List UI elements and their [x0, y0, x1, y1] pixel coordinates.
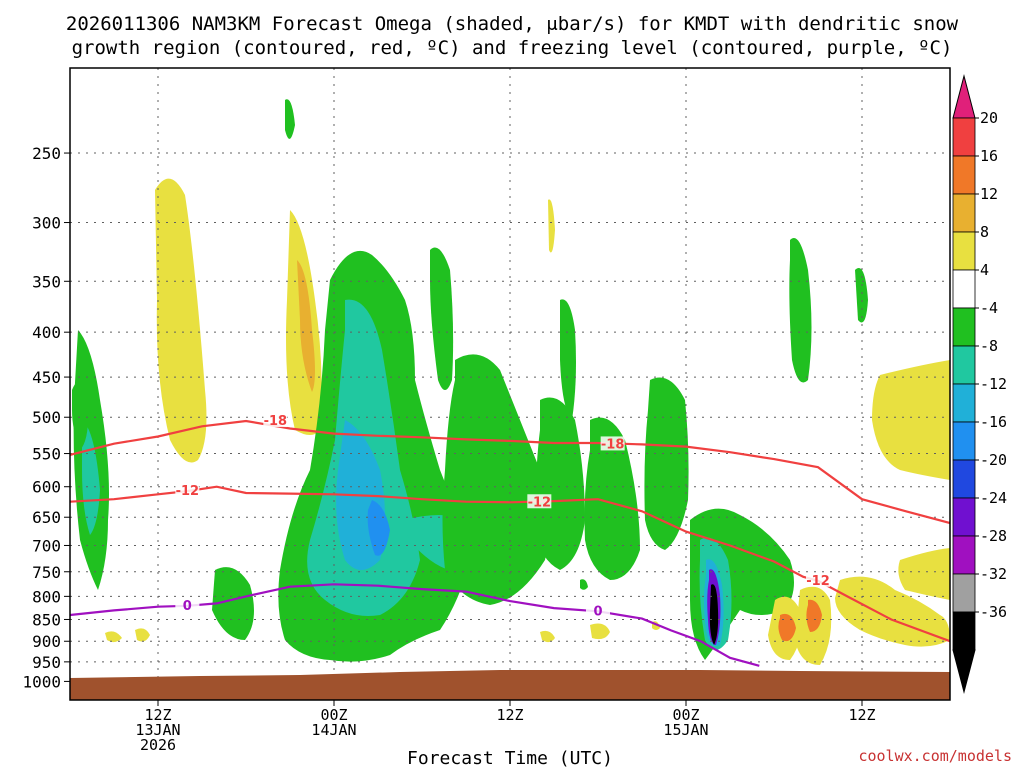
- x-tick-label: 12Z: [144, 706, 171, 724]
- contour-label: -12: [176, 484, 200, 499]
- y-tick-label: 500: [32, 408, 61, 427]
- credit-label: coolwx.com/models: [858, 747, 1012, 765]
- x-tick-label: 00Z: [672, 706, 699, 724]
- y-tick-label: 600: [32, 478, 61, 497]
- colorbar-label: 20: [980, 109, 998, 127]
- y-tick-label: 650: [32, 508, 61, 527]
- contour-label: -12: [528, 495, 552, 510]
- colorbar-label: 8: [980, 223, 989, 241]
- colorbar-label: -12: [980, 375, 1007, 393]
- y-tick-label: 400: [32, 323, 61, 342]
- colorbar-label: -4: [980, 299, 998, 317]
- contour-label: -18: [264, 414, 288, 429]
- colorbar-label: -36: [980, 603, 1007, 621]
- colorbar-label: 16: [980, 147, 998, 165]
- gridlines: [70, 68, 950, 700]
- x-tick-label: 14JAN: [311, 721, 356, 739]
- colorbar-swatch: [952, 421, 976, 461]
- colorbar: 20 16 12 8 4 -4 -8 -12 -16 -20 -24 -28 -32 -36: [952, 74, 1007, 694]
- y-tick-label: 350: [32, 272, 61, 291]
- colorbar-swatch: [952, 117, 976, 157]
- y-tick-label: 850: [32, 610, 61, 629]
- chart-title-line2: growth region (contoured, red, ºC) and f…: [72, 37, 953, 59]
- y-axis: 250 300 350 400 450 500 550 600 650 700 750 800 850 9…: [22, 144, 70, 691]
- colorbar-swatch: [952, 155, 976, 195]
- y-tick-label: 900: [32, 632, 61, 651]
- y-tick-label: 550: [32, 445, 61, 464]
- x-axis-label: Forecast Time (UTC): [407, 748, 613, 768]
- colorbar-swatch: [952, 307, 976, 347]
- contour-label-bg: [175, 597, 200, 612]
- contour-label-bg: [806, 572, 830, 587]
- terrain-ground: [70, 670, 950, 700]
- contour-label: 0: [183, 599, 192, 614]
- colorbar-swatch: [952, 231, 976, 271]
- colorbar-label: 12: [980, 185, 998, 203]
- x-tick-label: 00Z: [320, 706, 347, 724]
- y-tick-label: 800: [32, 587, 61, 606]
- y-tick-label: 1000: [22, 672, 61, 691]
- y-tick-label: 250: [32, 144, 61, 163]
- chart-title-line1: 2026011306 NAM3KM Forecast Omega (shaded…: [66, 13, 959, 35]
- contour-line: [70, 485, 950, 643]
- x-tick-label: 12Z: [496, 706, 523, 724]
- y-tick-label: 750: [32, 563, 61, 582]
- dendritic-growth-contours: -18 -18 -12 -12 -12: [70, 413, 950, 643]
- y-tick-label: 450: [32, 368, 61, 387]
- colorbar-swatch: [952, 383, 976, 423]
- y-tick-label: 300: [32, 214, 61, 233]
- x-tick-label: 15JAN: [663, 721, 708, 739]
- colorbar-swatch: [952, 269, 976, 309]
- colorbar-label: -24: [980, 489, 1007, 507]
- contour-label-bg: [263, 413, 288, 428]
- colorbar-label: -16: [980, 413, 1007, 431]
- x-tick-label: 13JAN: [135, 721, 180, 739]
- contour-line: [70, 419, 950, 525]
- colorbar-bottom-arrow: [952, 649, 976, 694]
- colorbar-swatch: [952, 345, 976, 385]
- colorbar-top-arrow: [952, 74, 976, 119]
- contour-label: 0: [593, 604, 602, 619]
- colorbar-swatch: [952, 497, 976, 537]
- colorbar-swatch: [952, 459, 976, 499]
- omega-shading: [72, 99, 950, 665]
- colorbar-label: -28: [980, 527, 1007, 545]
- colorbar-swatch: [952, 611, 976, 651]
- x-tick-label: 12Z: [848, 706, 875, 724]
- colorbar-label: -20: [980, 451, 1007, 469]
- x-tick-label: 2026: [140, 736, 176, 754]
- y-tick-label: 950: [32, 653, 61, 672]
- contour-label-bg: [586, 603, 610, 618]
- contour-label: -12: [806, 574, 830, 589]
- contour-label-bg: [175, 483, 200, 498]
- colorbar-label: 4: [980, 261, 989, 279]
- contour-label-bg: [527, 494, 552, 509]
- contour-line: [70, 583, 760, 667]
- colorbar-label: -8: [980, 337, 998, 355]
- colorbar-swatch: [952, 573, 976, 613]
- contour-label-bg: [600, 436, 625, 451]
- colorbar-label: -32: [980, 565, 1007, 583]
- y-tick-label: 700: [32, 536, 61, 555]
- colorbar-swatch: [952, 535, 976, 575]
- contour-label: -18: [601, 437, 625, 452]
- colorbar-swatch: [952, 193, 976, 233]
